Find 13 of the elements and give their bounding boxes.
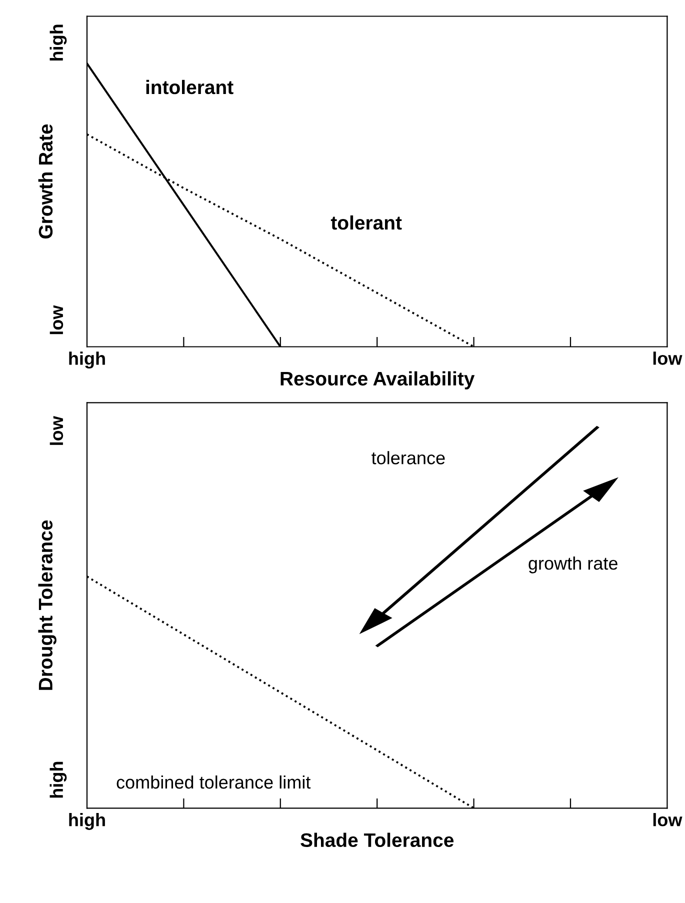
text: growth rate xyxy=(528,556,618,574)
x-axis-title: Shade Tolerance xyxy=(300,832,454,848)
text: low xyxy=(50,416,64,445)
annotation: combined tolerance limit xyxy=(116,775,311,789)
annotation: intolerant xyxy=(146,80,234,94)
text: high xyxy=(50,24,67,60)
text: high xyxy=(50,762,67,798)
text: tolerance xyxy=(372,451,445,464)
y-axis-title: Drought Tolerance xyxy=(38,520,56,690)
text: low xyxy=(50,305,64,334)
annotation: tolerant xyxy=(330,215,402,230)
y-axis-title: Growth Rate xyxy=(38,124,53,238)
x-axis-title: Resource Availability xyxy=(280,371,475,390)
